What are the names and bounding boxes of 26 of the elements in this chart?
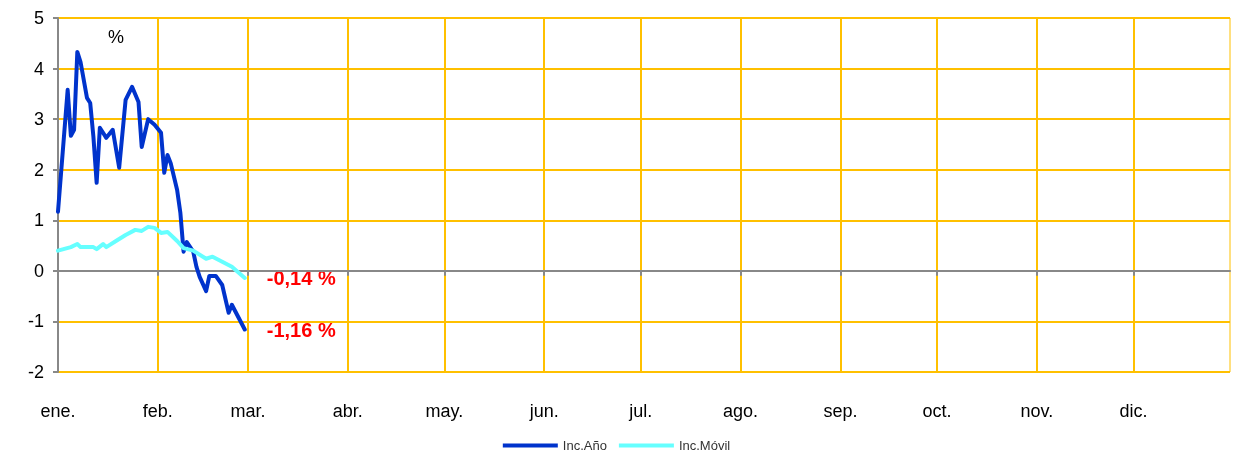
y-axis-title: % — [108, 27, 125, 47]
line-series — [56, 49, 247, 332]
x-tick-label: sep. — [823, 401, 858, 421]
x-tick-label: nov. — [1020, 401, 1054, 421]
x-tick-label: ene. — [40, 401, 76, 421]
x-tick-label: mar. — [230, 401, 266, 421]
y-tick-label: 2 — [33, 159, 44, 180]
y-tick-label: 4 — [33, 58, 44, 79]
y-tick-label: 1 — [33, 210, 44, 231]
y-tick-label: 3 — [33, 109, 44, 130]
x-tick-label: feb. — [142, 401, 173, 421]
x-tick-label: jul. — [628, 401, 653, 421]
x-tick-label: oct. — [922, 401, 952, 421]
x-tick-label: abr. — [332, 401, 363, 421]
x-tick-label: dic. — [1119, 401, 1148, 421]
x-tick-label: jun. — [528, 401, 559, 421]
legend-label: Inc.Móvil — [678, 438, 731, 453]
x-tick-label: may. — [425, 401, 464, 421]
y-tick-label: -1 — [27, 311, 44, 332]
y-tick-label: -2 — [27, 362, 44, 382]
y-tick-label: 5 — [33, 8, 44, 28]
x-tick-label: ago. — [723, 401, 759, 421]
legend-label: Inc.Año — [562, 438, 607, 453]
annotation: -1,16 % — [266, 318, 336, 341]
y-tick-label: 0 — [33, 260, 44, 281]
line-series — [56, 224, 247, 280]
